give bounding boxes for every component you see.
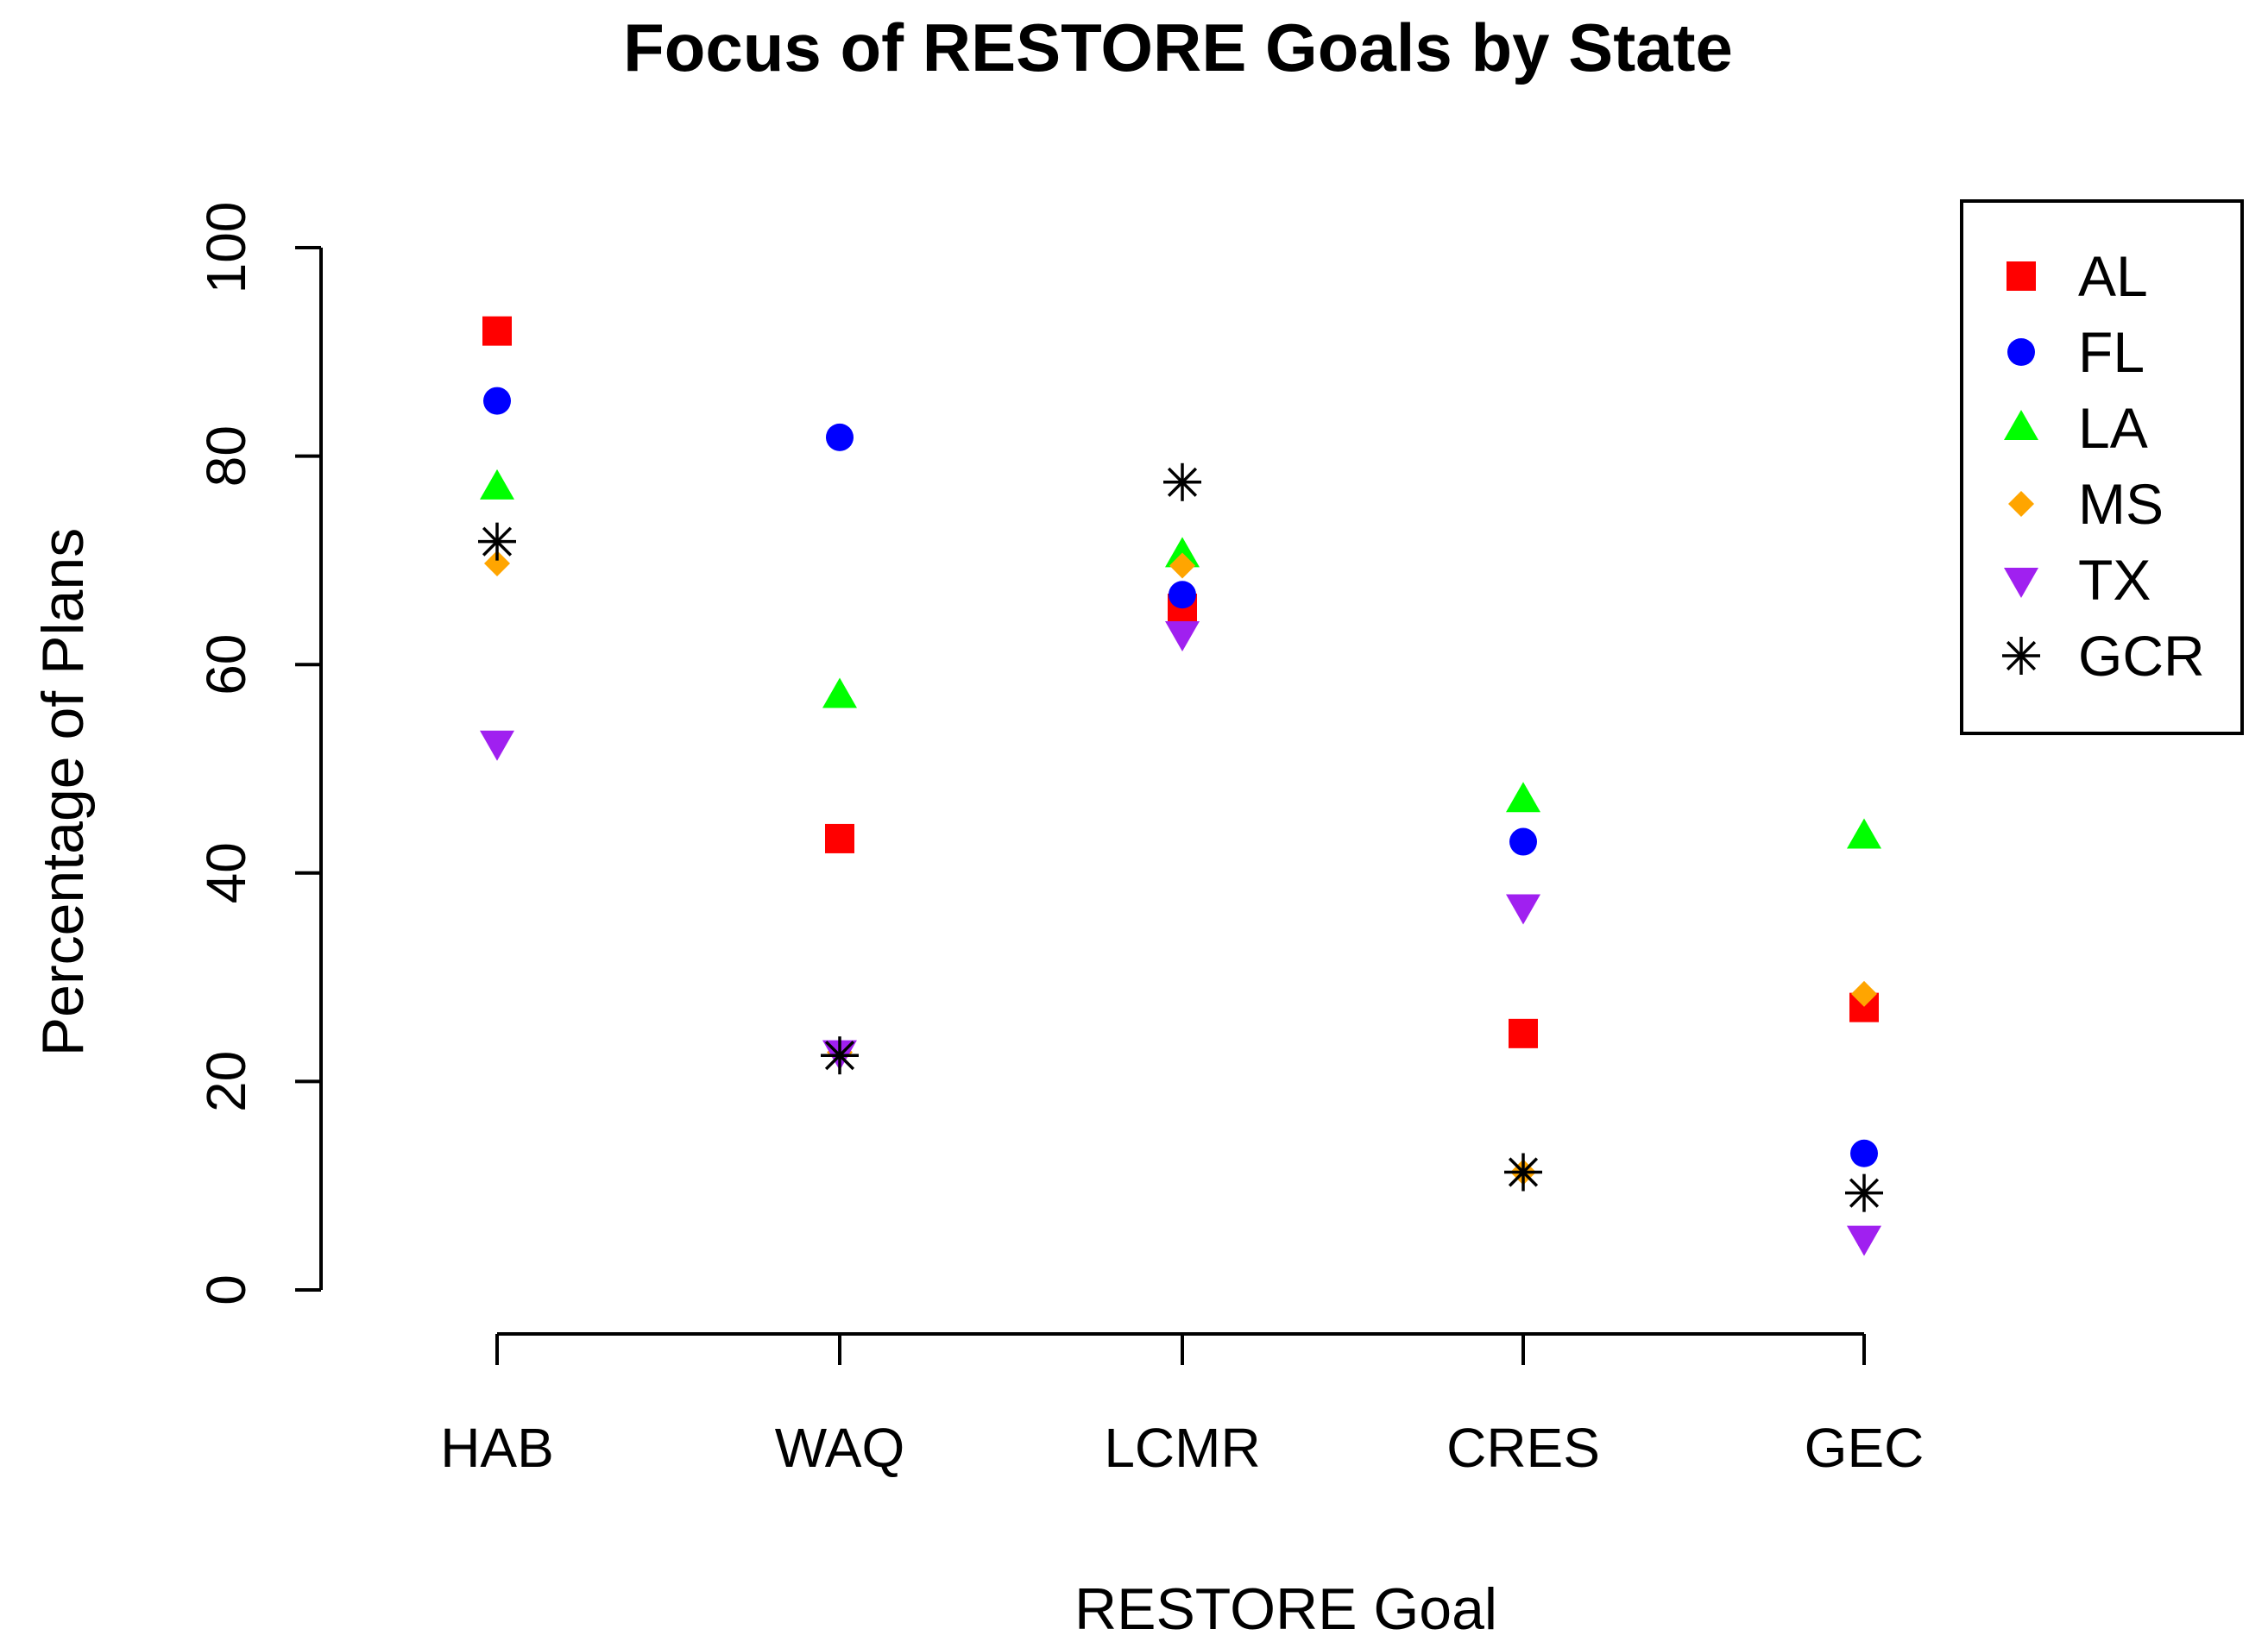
- data-point-la-cres: [1506, 782, 1540, 813]
- x-tick-label: LCMR: [1104, 1417, 1260, 1479]
- y-tick-label: 0: [195, 1274, 257, 1305]
- axes: 0 20 40 60 80 100 HAB WAQ LCMR CRES GEC: [195, 202, 1924, 1479]
- data-point-fl-cres: [1509, 827, 1537, 856]
- data-point-fl-gec: [1850, 1139, 1878, 1167]
- y-tick-label: 100: [195, 202, 257, 294]
- data-point-gcr-gec: [1845, 1173, 1883, 1212]
- x-tick-label: GEC: [1805, 1417, 1925, 1479]
- data-point-la-lcmr: [1165, 537, 1200, 568]
- data-point-fl-lcmr: [1169, 581, 1196, 609]
- y-tick-label: 80: [195, 425, 257, 487]
- legend-label-fl: FL: [2078, 320, 2145, 384]
- chart-title: Focus of RESTORE Goals by State: [623, 9, 1733, 85]
- data-point-fl-waq: [826, 423, 854, 451]
- legend-marker-gcr: [2002, 637, 2040, 675]
- data-point-al-hab: [482, 316, 512, 346]
- data-point-la-gec: [1847, 818, 1881, 849]
- legend-marker-tx: [2004, 568, 2038, 598]
- data-point-ms-lcmr: [1169, 552, 1195, 579]
- data-point-la-hab: [480, 469, 514, 500]
- legend-label-tx: TX: [2078, 548, 2151, 612]
- legend-label-gcr: GCR: [2078, 624, 2205, 688]
- data-point-fl-hab: [483, 387, 511, 415]
- legend-marker-la: [2004, 410, 2038, 440]
- legend-marker-al: [2007, 261, 2036, 291]
- legend-marker-fl: [2007, 338, 2035, 366]
- x-tick-label: HAB: [440, 1417, 554, 1479]
- data-point-tx-hab: [480, 730, 514, 761]
- legend-label-al: AL: [2078, 244, 2148, 308]
- data-point-ms-hab: [484, 550, 510, 577]
- y-axis-label: Percentage of Plans: [30, 528, 96, 1056]
- data-point-gcr-cres: [1504, 1153, 1542, 1192]
- legend-label-ms: MS: [2078, 472, 2164, 536]
- data-point-gcr-hab: [478, 522, 516, 561]
- legend-marker-ms: [2008, 491, 2034, 517]
- legend-label-la: LA: [2078, 396, 2148, 460]
- data-point-tx-gec: [1847, 1225, 1881, 1256]
- legend: AL FL LA MS TX GCR: [1960, 199, 2244, 735]
- data-point-gcr-waq: [821, 1036, 859, 1075]
- x-tick-label: WAQ: [775, 1417, 905, 1479]
- data-point-tx-cres: [1506, 894, 1540, 925]
- data-point-al-cres: [1509, 1018, 1538, 1048]
- y-tick-label: 20: [195, 1051, 257, 1112]
- x-axis-label: RESTORE Goal: [1074, 1576, 1497, 1642]
- data-point-la-waq: [822, 677, 857, 708]
- data-point-al-waq: [825, 823, 854, 853]
- data-point-ms-gec: [1851, 980, 1877, 1007]
- x-tick-label: CRES: [1446, 1417, 1600, 1479]
- data-point-tx-lcmr: [1165, 620, 1200, 651]
- data-point-gcr-lcmr: [1163, 462, 1201, 501]
- y-tick-label: 60: [195, 634, 257, 695]
- data-points: [478, 316, 1883, 1256]
- y-tick-label: 40: [195, 842, 257, 903]
